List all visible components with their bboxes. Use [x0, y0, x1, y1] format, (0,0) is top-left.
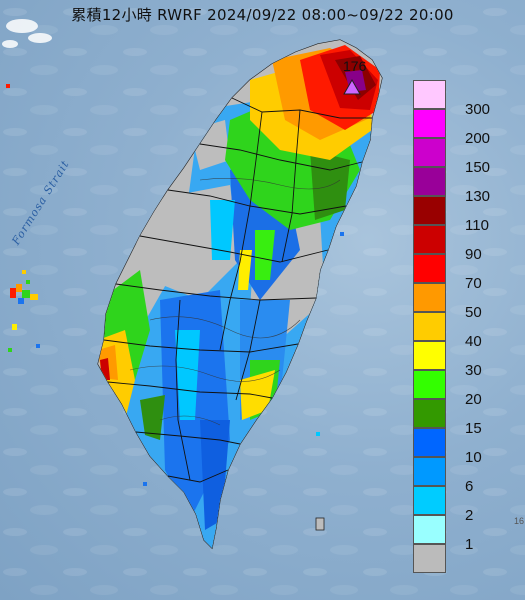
legend-swatch [413, 544, 446, 573]
penghu-islands [8, 270, 40, 352]
legend-swatch [413, 225, 446, 254]
legend-label: 200 [465, 130, 491, 147]
legend-label: 15 [465, 420, 482, 437]
north-islet [6, 84, 10, 88]
legend-swatch [413, 486, 446, 515]
east-coast-dot [340, 232, 344, 236]
legend-swatch [413, 428, 446, 457]
legend-label: 130 [465, 188, 491, 205]
legend-label: 50 [465, 304, 482, 321]
top-left-clouds [2, 19, 52, 48]
legend-label: 40 [465, 333, 482, 350]
legend-label: 10 [465, 449, 482, 466]
legend-label: 20 [465, 391, 482, 408]
rainfall-legend: 300 200 150 130 110 90 70 50 40 30 20 15 10 6 2 1 [413, 80, 523, 573]
county-boundaries [103, 97, 372, 483]
legend-swatch [413, 254, 446, 283]
legend-label: 6 [465, 478, 474, 495]
legend-label: 300 [465, 101, 491, 118]
edge-mark: 16 [514, 516, 525, 526]
legend-label: 2 [465, 507, 474, 524]
legend-swatch [413, 80, 446, 109]
legend-swatch [413, 167, 446, 196]
legend-label: 1 [465, 536, 474, 553]
legend-label: 30 [465, 362, 482, 379]
legend-swatch [413, 370, 446, 399]
legend-swatch [413, 283, 446, 312]
max-value-label: 176 [343, 58, 367, 74]
legend-label: 90 [465, 246, 482, 263]
legend-swatch [413, 515, 446, 544]
legend-swatch [413, 341, 446, 370]
orchid-island [315, 517, 325, 531]
green-island [316, 432, 320, 436]
legend-swatch [413, 138, 446, 167]
legend-swatch [413, 109, 446, 138]
legend-swatch [413, 399, 446, 428]
legend-label: 150 [465, 159, 491, 176]
legend-label: 110 [465, 217, 489, 234]
legend-swatch [413, 312, 446, 341]
legend-swatch [413, 457, 446, 486]
sw-islet [143, 482, 147, 486]
legend-label: 70 [465, 275, 482, 292]
river-lines [129, 178, 341, 426]
map-title: 累積12小時 RWRF 2024/09/22 08:00~09/22 20:00 [71, 6, 454, 24]
triangle-marker-icon [343, 78, 361, 95]
legend-swatch [413, 196, 446, 225]
